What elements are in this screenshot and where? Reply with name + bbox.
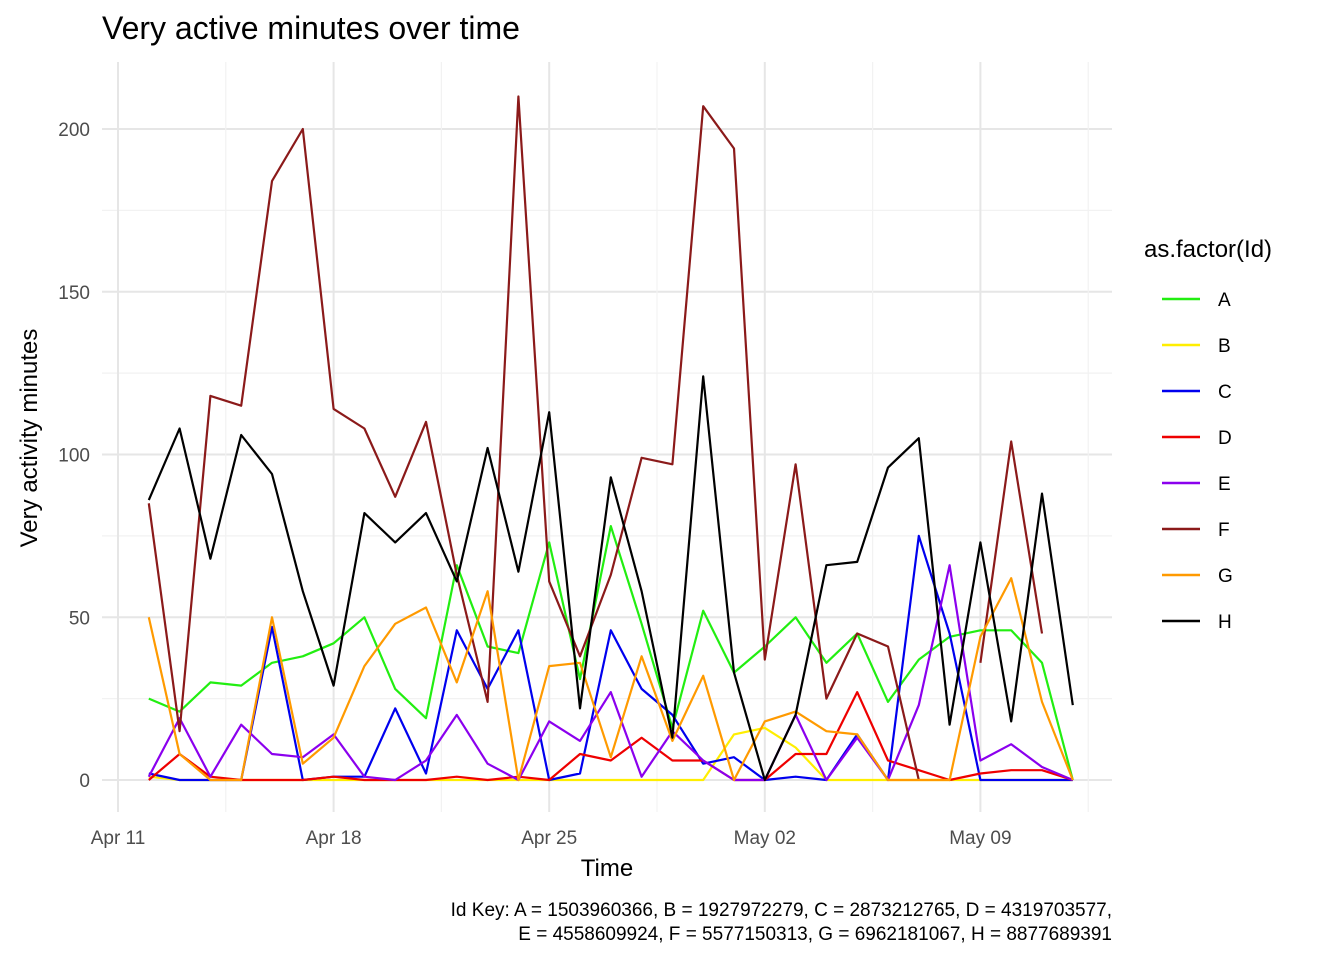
legend-label-G: G — [1218, 566, 1233, 587]
x-tick-label: Apr 11 — [91, 828, 146, 849]
series-line-D — [148, 691, 1074, 782]
x-tick-label: Apr 25 — [521, 828, 577, 849]
y-tick-label: 100 — [58, 446, 90, 467]
gridlines — [102, 62, 1112, 812]
series-lines — [147, 95, 1074, 782]
legend: A B C D E F G H — [1162, 290, 1233, 633]
chart-title: Very active minutes over time — [102, 10, 520, 46]
y-tick-label: 50 — [69, 608, 90, 629]
x-tick-label: Apr 18 — [306, 828, 362, 849]
legend-label-E: E — [1218, 474, 1231, 495]
y-axis-title: Very activity minutes — [16, 329, 43, 548]
y-tick-label: 200 — [58, 120, 90, 141]
x-axis-ticks: Apr 11 Apr 18 Apr 25 May 02 May 09 — [91, 828, 1012, 849]
legend-label-A: A — [1218, 290, 1231, 311]
legend-label-C: C — [1218, 382, 1232, 403]
legend-title: as.factor(Id) — [1144, 236, 1272, 263]
legend-label-D: D — [1218, 428, 1232, 449]
x-axis-title: Time — [581, 855, 633, 882]
legend-label-H: H — [1218, 612, 1232, 633]
y-tick-label: 150 — [58, 283, 90, 304]
series-line-H — [147, 375, 1074, 782]
y-axis-ticks: 0 50 100 150 200 — [58, 120, 90, 792]
x-tick-label: May 09 — [949, 828, 1011, 849]
caption-line-2: E = 4558609924, F = 5577150313, G = 6962… — [518, 924, 1112, 945]
y-tick-label: 0 — [79, 771, 90, 792]
series-line-A — [148, 525, 1074, 781]
series-line-G — [147, 577, 1074, 782]
caption-line-1: Id Key: A = 1503960366, B = 1927972279, … — [451, 900, 1112, 921]
x-tick-label: May 02 — [734, 828, 796, 849]
legend-label-F: F — [1218, 520, 1230, 541]
series-line-E — [147, 564, 1074, 782]
legend-label-B: B — [1218, 336, 1231, 357]
